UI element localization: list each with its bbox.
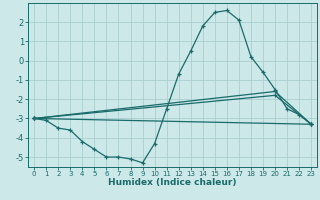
X-axis label: Humidex (Indice chaleur): Humidex (Indice chaleur) [108,178,237,187]
